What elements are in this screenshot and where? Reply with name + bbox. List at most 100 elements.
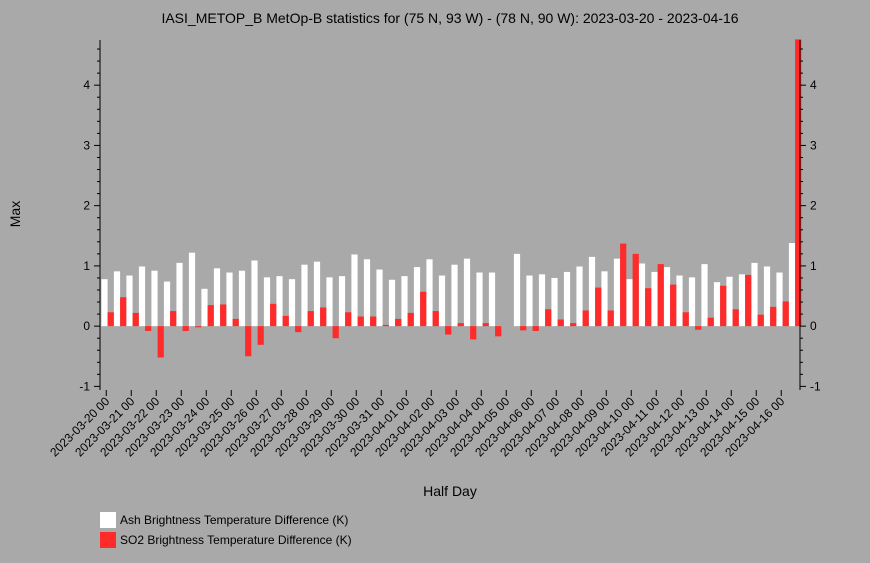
ash-bar bbox=[626, 279, 633, 327]
ash-bar bbox=[351, 254, 358, 327]
ash-bar bbox=[613, 258, 621, 327]
so2-bar bbox=[220, 304, 227, 327]
so2-bar bbox=[282, 315, 289, 327]
ash-bar bbox=[788, 243, 796, 327]
so2-bar bbox=[695, 326, 702, 330]
so2-bar bbox=[120, 297, 127, 327]
ash-bar bbox=[576, 266, 583, 327]
so2-bar bbox=[607, 310, 614, 327]
y-tick-label-right: 3 bbox=[810, 138, 817, 152]
ash-bar bbox=[188, 252, 196, 327]
so2-bar bbox=[620, 243, 627, 327]
ash-bar bbox=[388, 279, 396, 327]
so2-bar bbox=[720, 285, 727, 327]
ash-bar bbox=[251, 260, 258, 327]
so2-bar bbox=[257, 326, 264, 345]
ash-bar bbox=[526, 275, 533, 327]
ash-bar bbox=[126, 275, 133, 327]
bar-layer bbox=[101, 39, 802, 358]
so2-bar bbox=[145, 326, 152, 331]
ash-bar bbox=[151, 270, 158, 327]
y-tick-label-right: -1 bbox=[810, 379, 821, 393]
ash-bar bbox=[376, 269, 383, 327]
ash-bar bbox=[313, 261, 321, 327]
so2-bar bbox=[445, 326, 452, 335]
ash-bar bbox=[638, 263, 646, 327]
ash-bar bbox=[751, 262, 758, 327]
so2-bar bbox=[582, 310, 589, 327]
legend-swatch-so2 bbox=[100, 532, 116, 548]
so2-bar bbox=[732, 309, 739, 327]
so2-bar bbox=[782, 301, 789, 327]
so2-bar bbox=[520, 326, 527, 331]
ash-bar bbox=[488, 272, 496, 327]
ash-bar bbox=[651, 271, 658, 327]
so2-bar bbox=[332, 326, 339, 339]
y-tick-label-right: 4 bbox=[810, 78, 817, 92]
so2-bar bbox=[545, 309, 552, 327]
y-tick-label-right: 0 bbox=[810, 319, 817, 333]
so2-bar bbox=[495, 326, 502, 337]
ash-bar bbox=[113, 271, 121, 327]
ash-bar bbox=[588, 256, 596, 327]
so2-bar bbox=[707, 317, 714, 327]
legend-label-so2: SO2 Brightness Temperature Difference (K… bbox=[120, 533, 352, 547]
so2-bar bbox=[320, 307, 327, 327]
legend-swatch-ash bbox=[100, 512, 116, 528]
legend-label-ash: Ash Brightness Temperature Difference (K… bbox=[120, 513, 349, 527]
so2-bar bbox=[482, 323, 489, 327]
ash-bar bbox=[413, 267, 421, 327]
so2-bar bbox=[595, 287, 602, 327]
ash-bar bbox=[301, 264, 308, 327]
so2-bar bbox=[170, 311, 177, 327]
so2-bar bbox=[645, 288, 652, 327]
ash-bar bbox=[676, 275, 683, 327]
ash-bar bbox=[363, 259, 371, 327]
ash-bar bbox=[338, 276, 346, 327]
ash-bar bbox=[538, 274, 546, 327]
ash-bar bbox=[288, 279, 296, 327]
so2-bar bbox=[632, 253, 639, 327]
so2-bar bbox=[795, 39, 802, 327]
ash-bar bbox=[726, 276, 733, 327]
ash-bar bbox=[226, 272, 233, 327]
ash-bar bbox=[513, 253, 521, 327]
so2-bar bbox=[557, 319, 564, 327]
so2-bar bbox=[770, 306, 777, 327]
y-tick-label-left: -1 bbox=[79, 379, 90, 393]
ash-bar bbox=[463, 258, 471, 327]
so2-bar bbox=[757, 314, 764, 327]
so2-bar bbox=[745, 274, 752, 327]
ash-bar bbox=[563, 271, 571, 327]
ash-bar bbox=[476, 272, 483, 327]
so2-bar bbox=[670, 284, 677, 327]
ash-bar bbox=[688, 277, 696, 327]
ash-bar bbox=[213, 268, 221, 327]
y-tick-label-right: 2 bbox=[810, 199, 817, 213]
legend-item-so2: SO2 Brightness Temperature Difference (K… bbox=[100, 532, 352, 548]
ash-bar bbox=[401, 276, 408, 327]
ash-bar bbox=[276, 276, 283, 327]
so2-bar bbox=[457, 323, 464, 327]
y-tick-label-left: 1 bbox=[83, 259, 90, 273]
ash-bar bbox=[713, 282, 721, 327]
so2-bar bbox=[157, 326, 164, 358]
so2-bar bbox=[395, 318, 402, 327]
ash-bar bbox=[238, 270, 246, 327]
ash-bar bbox=[438, 275, 446, 327]
so2-bar bbox=[432, 311, 439, 327]
so2-bar bbox=[195, 326, 202, 328]
ash-bar bbox=[601, 271, 608, 327]
so2-bar bbox=[295, 326, 302, 333]
so2-bar bbox=[570, 323, 577, 327]
so2-bar bbox=[470, 326, 477, 340]
legend-item-ash: Ash Brightness Temperature Difference (K… bbox=[100, 512, 348, 528]
so2-bar bbox=[307, 311, 314, 327]
ash-bar bbox=[738, 274, 746, 327]
so2-bar bbox=[420, 291, 427, 327]
ash-bar bbox=[326, 277, 333, 327]
so2-bar bbox=[345, 312, 352, 327]
ash-bar bbox=[163, 281, 171, 327]
so2-bar bbox=[357, 316, 364, 327]
